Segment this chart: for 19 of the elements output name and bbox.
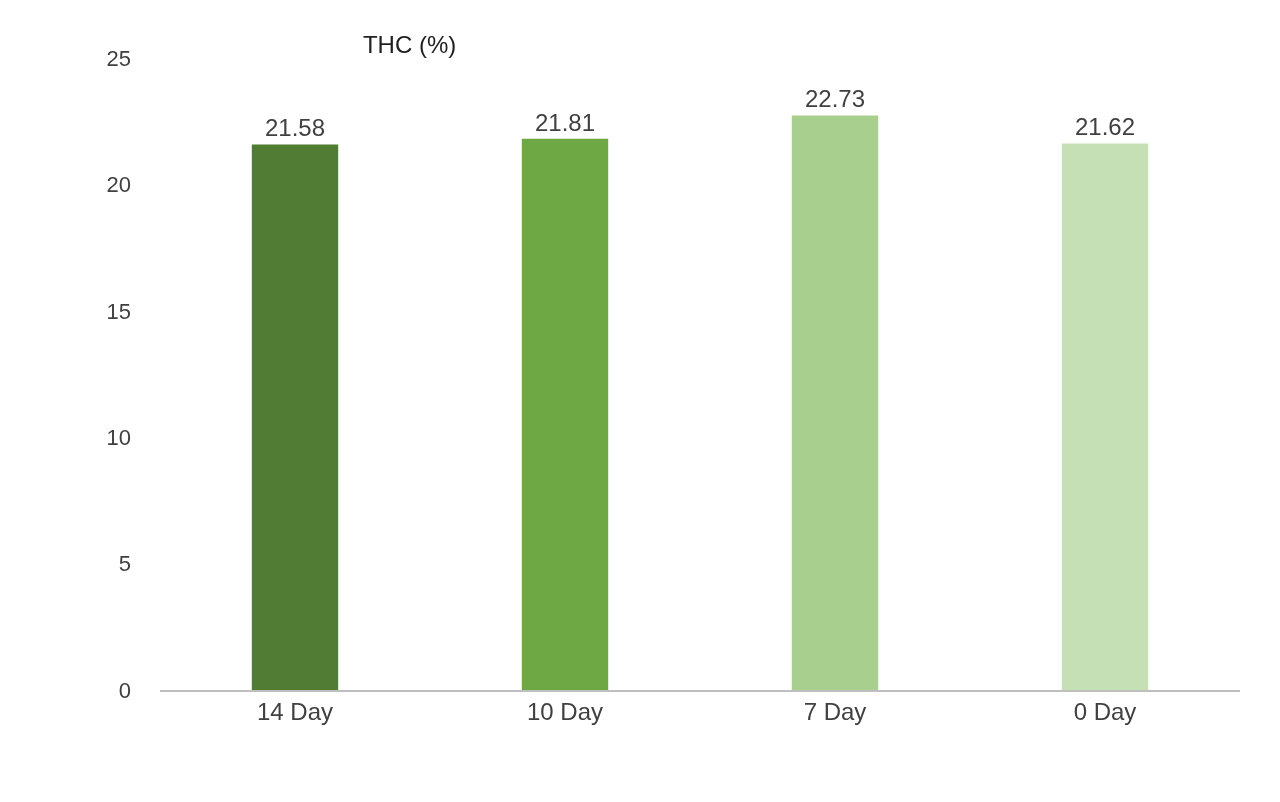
y-tick-label: 25 xyxy=(106,45,131,71)
y-tick-label: 20 xyxy=(106,172,131,198)
data-label: 21.81 xyxy=(534,108,596,136)
data-label: 21.58 xyxy=(264,114,326,142)
x-tick-label: 7 Day xyxy=(803,698,867,726)
y-tick-label: 0 xyxy=(118,677,131,703)
chart-title: THC (%) xyxy=(362,30,457,58)
y-tick-label: 5 xyxy=(118,551,131,577)
x-tick-label: 10 Day xyxy=(526,698,604,726)
y-tick-label: 10 xyxy=(106,424,131,450)
x-tick-label: 0 Day xyxy=(1073,698,1137,726)
data-label: 22.73 xyxy=(804,85,866,113)
bar xyxy=(521,138,609,690)
y-tick-label: 15 xyxy=(106,298,131,324)
x-tick-label: 14 Day xyxy=(256,698,334,726)
bar xyxy=(1061,143,1149,690)
bar xyxy=(251,144,339,690)
data-label: 21.62 xyxy=(1074,113,1136,141)
bar xyxy=(791,115,879,690)
